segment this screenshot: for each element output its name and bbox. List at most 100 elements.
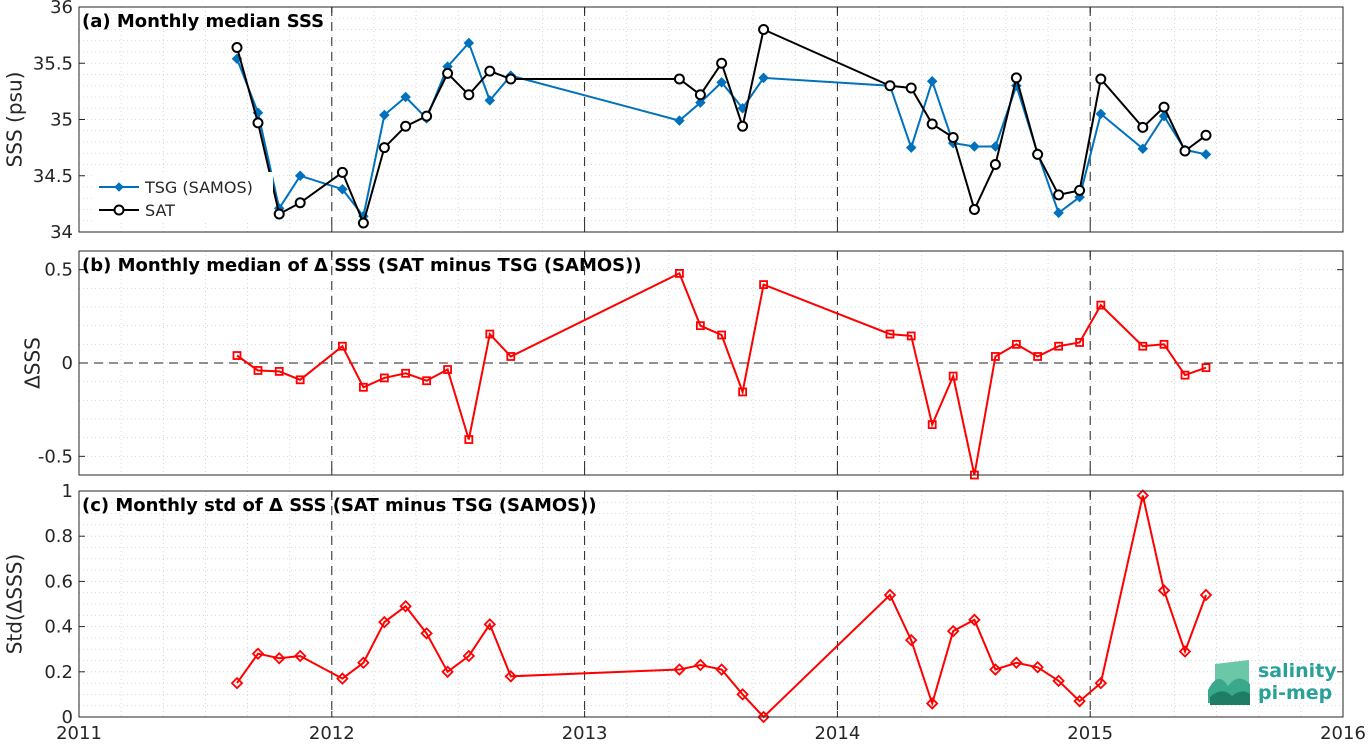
- data-point: [401, 368, 411, 378]
- data-point: [337, 183, 348, 195]
- data-point: [463, 89, 475, 101]
- data-point: [926, 118, 938, 130]
- data-point: [737, 120, 749, 132]
- data-point: [379, 373, 389, 383]
- y-axis-label: ΔSSS: [21, 337, 45, 389]
- data-point: [421, 110, 433, 122]
- data-point: [989, 159, 1001, 170]
- y-tick-label: 35: [50, 110, 73, 131]
- data-point: [294, 170, 306, 182]
- data-point: [675, 268, 684, 278]
- y-axis-label: Std(ΔSSS): [3, 554, 27, 655]
- x-tick-label: 2011: [56, 723, 102, 744]
- y-tick-label: 1: [62, 481, 73, 502]
- legend-label: TSG (SAMOS): [144, 178, 253, 197]
- data-point: [399, 599, 412, 613]
- x-tick-label: 2013: [562, 723, 608, 744]
- legend-marker: [114, 182, 124, 192]
- data-point: [927, 420, 937, 430]
- data-point: [1033, 352, 1043, 361]
- data-point: [1180, 370, 1190, 380]
- data-point: [1074, 184, 1086, 196]
- data-point: [506, 352, 516, 361]
- data-point: [968, 204, 980, 215]
- data-point: [989, 663, 1002, 676]
- data-point: [483, 618, 497, 631]
- data-point: [230, 676, 244, 690]
- y-axis-label: SSS (psu): [3, 72, 27, 168]
- data-point: [420, 627, 433, 640]
- data-point: [1159, 339, 1169, 349]
- x-tick-label: 2016: [1320, 723, 1366, 744]
- data-point: [484, 95, 496, 106]
- data-point: [274, 366, 284, 376]
- data-point: [674, 115, 685, 126]
- data-point: [485, 329, 495, 339]
- data-point: [885, 329, 895, 339]
- data-point: [293, 649, 307, 663]
- data-point: [1054, 341, 1063, 351]
- data-point: [1094, 676, 1108, 690]
- data-point: [504, 670, 518, 683]
- x-tick-label: 2015: [1067, 723, 1113, 744]
- data-point: [273, 208, 285, 220]
- data-point: [905, 82, 917, 94]
- data-point: [736, 688, 749, 701]
- y-tick-label: -0.5: [38, 446, 73, 467]
- data-point: [442, 67, 454, 79]
- data-point: [738, 387, 747, 397]
- chart-panels: 34 34.5 35 35.5 36 SSS (psu) (a) Monthly media…: [3, 0, 1366, 744]
- data-point: [1201, 363, 1211, 373]
- data-point: [673, 73, 685, 85]
- data-point: [1032, 148, 1044, 160]
- data-point: [336, 672, 349, 685]
- data-point: [441, 665, 454, 679]
- data-point: [1031, 661, 1044, 674]
- data-point: [484, 65, 496, 77]
- data-point: [1178, 645, 1192, 658]
- data-point: [715, 663, 728, 676]
- data-point: [758, 24, 770, 35]
- y-tick-label: 34: [50, 222, 73, 243]
- panel-2: -0.5 0 0.5 ΔSSS (b) Monthly median of Δ SSS …: [21, 250, 1344, 480]
- data-point: [758, 72, 769, 84]
- data-point: [357, 656, 370, 670]
- data-point: [400, 120, 412, 132]
- data-point: [505, 73, 517, 85]
- salinity-pi-mep-logo: salinity pi-mep: [1208, 660, 1337, 705]
- panel-1: 34 34.5 35 35.5 36 SSS (psu) (a) Monthly media…: [3, 0, 1344, 243]
- data-point: [1010, 72, 1022, 84]
- y-tick-label: 34.5: [33, 166, 73, 187]
- data-point: [968, 613, 981, 627]
- data-point: [948, 371, 958, 381]
- panel-3: 0 0.2 0.4 0.6 0.8 1 2011 2012 2013 2014 2015 2016 St…: [3, 481, 1366, 744]
- data-point: [379, 109, 390, 121]
- data-point: [378, 142, 390, 154]
- data-point: [673, 663, 686, 676]
- legend-box: [95, 172, 273, 222]
- y-tick-label: 0.8: [44, 526, 73, 547]
- data-point: [294, 197, 306, 209]
- series-line: [236, 272, 1207, 476]
- logo-line-1: salinity: [1258, 660, 1337, 682]
- panel-title: (a) Monthly median SSS: [82, 11, 324, 32]
- data-point: [1179, 145, 1191, 157]
- y-tick-label: 35.5: [33, 53, 73, 74]
- data-point: [926, 75, 938, 87]
- data-point: [336, 166, 348, 178]
- data-point: [295, 375, 305, 385]
- data-point: [232, 351, 242, 360]
- y-tick-label: 0: [62, 707, 73, 728]
- data-point: [716, 77, 727, 88]
- data-point: [990, 141, 1001, 152]
- plot-frame: [78, 490, 1344, 718]
- y-tick-label: 0.5: [44, 260, 73, 281]
- data-point: [253, 366, 263, 375]
- data-point: [357, 217, 369, 229]
- data-point: [946, 624, 960, 638]
- data-point: [400, 91, 411, 103]
- data-point: [884, 80, 896, 92]
- data-point: [991, 352, 1000, 361]
- data-point: [1200, 149, 1212, 160]
- data-point: [757, 710, 770, 724]
